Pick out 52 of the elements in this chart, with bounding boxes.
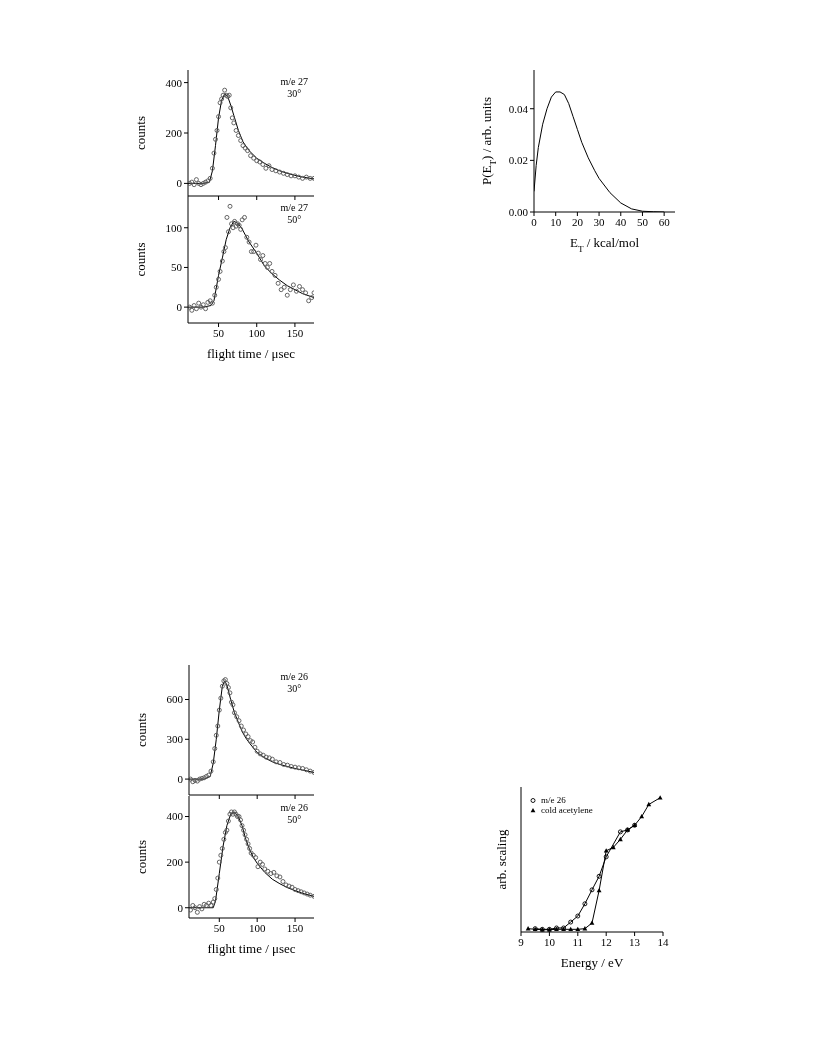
x-tick-label: 9 xyxy=(518,935,525,948)
x-axis-title: E$_{T}$ / kcal/mol xyxy=(569,235,640,254)
y-tick-label: 0 xyxy=(177,901,184,914)
y-tick-label: 0 xyxy=(176,177,183,190)
y-tick-label: 200 xyxy=(166,856,184,869)
y-axis-title: counts xyxy=(134,840,149,874)
y-tick-label: 0.02 xyxy=(508,154,528,167)
x-tick-label: 150 xyxy=(286,326,304,339)
x-tick-label: 150 xyxy=(286,921,304,934)
x-tick-label: 50 xyxy=(213,326,225,339)
x-tick-label: 60 xyxy=(658,215,671,228)
y-tick-label: 50 xyxy=(171,261,183,274)
annotation: m/e 26 xyxy=(280,802,308,814)
y-axis-title: counts xyxy=(133,242,148,277)
x-tick-label: 100 xyxy=(248,326,266,339)
y-axis-title: counts xyxy=(134,713,149,747)
annotation: 50° xyxy=(286,214,303,226)
legend-label: cold acetylene xyxy=(541,805,593,815)
annotation: m/e 27 xyxy=(280,202,308,214)
y-tick-label: 0 xyxy=(176,301,183,314)
x-tick-label: 30 xyxy=(593,215,606,228)
x-tick-label: 10 xyxy=(543,935,556,948)
x-axis-title: flight time / μsec xyxy=(206,346,296,361)
x-tick-label: 100 xyxy=(248,921,266,934)
y-tick-label: 200 xyxy=(165,126,183,139)
y-tick-label: 0.00 xyxy=(508,205,529,218)
annotation: 30° xyxy=(286,683,303,695)
y-tick-label: 300 xyxy=(166,733,184,746)
annotation: m/e 26 xyxy=(280,671,308,683)
annotation: 50° xyxy=(286,814,303,826)
y-tick-label: 400 xyxy=(165,76,183,89)
x-tick-label: 20 xyxy=(571,215,584,228)
x-tick-label: 10 xyxy=(550,215,562,228)
legend-label: m/e 26 xyxy=(541,795,566,805)
y-axis-title: counts xyxy=(133,116,148,150)
x-tick-label: 13 xyxy=(629,935,641,948)
x-tick-label: 12 xyxy=(600,935,612,948)
x-tick-label: 14 xyxy=(657,935,669,948)
x-tick-label: 50 xyxy=(213,921,226,934)
y-tick-label: 0 xyxy=(177,772,184,785)
x-axis-title: Energy / eV xyxy=(560,955,624,970)
x-tick-label: 50 xyxy=(636,215,649,228)
y-tick-label: 400 xyxy=(166,810,184,823)
y-tick-label: 0.04 xyxy=(508,102,529,115)
x-tick-label: 40 xyxy=(615,215,627,228)
x-tick-label: 0 xyxy=(531,215,538,228)
x-tick-label: 11 xyxy=(572,935,584,948)
y-tick-label: 600 xyxy=(166,693,184,706)
x-axis-title: flight time / μsec xyxy=(207,941,296,956)
annotation: 30° xyxy=(286,88,303,100)
annotation: m/e 27 xyxy=(280,76,308,88)
y-axis-title: arb. scaling xyxy=(494,829,509,890)
